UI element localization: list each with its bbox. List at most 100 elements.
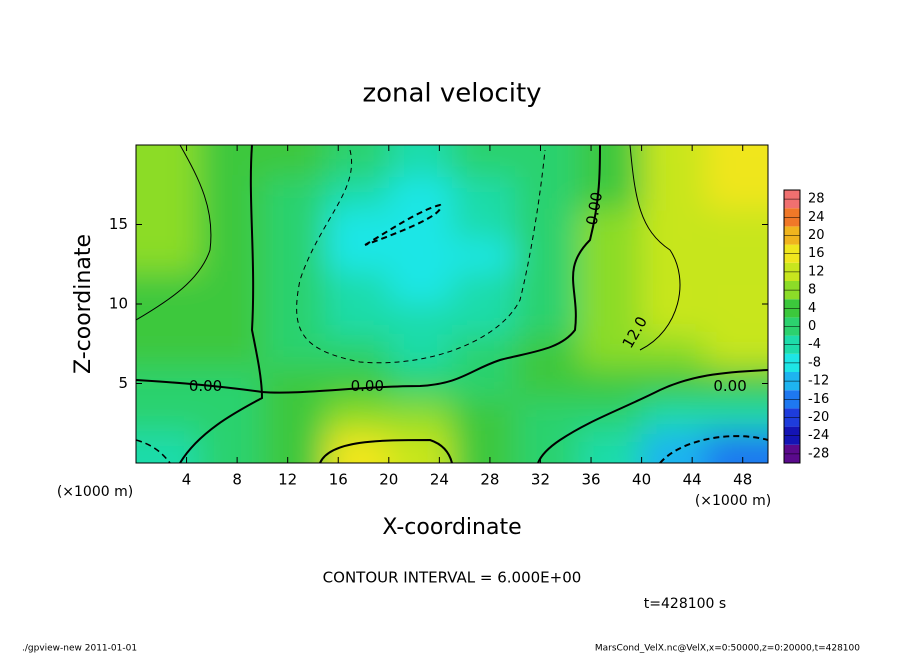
field-cell: [515, 176, 579, 209]
field-cell: [199, 431, 263, 463]
field-cell: [388, 208, 452, 241]
field-cell: [515, 145, 579, 177]
colorbar-tick-label: 16: [808, 246, 825, 261]
field-cell: [262, 145, 326, 177]
field-cell: [704, 176, 768, 209]
field-cell: [704, 399, 768, 432]
y-tick-label: 5: [118, 374, 128, 392]
field-cell: [136, 208, 200, 241]
field-cell: [262, 335, 326, 368]
field-cell: [262, 240, 326, 273]
field-cell: [136, 399, 200, 432]
field-cell: [641, 335, 705, 368]
footer-right: MarsCond_VelX.nc@VelX,x=0:50000,z=0:2000…: [595, 644, 860, 654]
colorbar-tick-label: 28: [808, 192, 825, 207]
field-cell: [704, 304, 768, 336]
x-axis-label: X-coordinate: [382, 515, 521, 540]
y-axis-label: Z-coordinate: [71, 234, 96, 374]
field: [136, 145, 768, 463]
field-cell: [704, 240, 768, 273]
field-cell: [704, 272, 768, 304]
time-label: t=428100 s: [644, 596, 726, 612]
field-cell: [515, 240, 579, 273]
field-cell: [136, 304, 200, 336]
y-unit: (×1000 m): [57, 484, 133, 500]
field-cell: [578, 431, 642, 463]
x-tick-label: 24: [430, 471, 449, 489]
x-tick-label: 36: [581, 471, 600, 489]
field-cell: [641, 431, 705, 463]
y-tick-label: 15: [109, 215, 128, 233]
field-cell: [515, 208, 579, 241]
field-cell: [199, 272, 263, 304]
field-cell: [578, 240, 642, 273]
field-cell: [452, 240, 516, 273]
field-cell: [641, 304, 705, 336]
field-cell: [578, 176, 642, 209]
field-cell: [388, 399, 452, 432]
field-cell: [325, 431, 389, 463]
x-tick-label: 4: [182, 471, 192, 489]
field-cell: [262, 304, 326, 336]
field-cell: [388, 272, 452, 304]
field-cell: [136, 335, 200, 368]
field-cell: [515, 431, 579, 463]
field-cell: [388, 145, 452, 177]
contours: [136, 145, 768, 463]
field-cell: [262, 367, 326, 400]
field-cell: [578, 208, 642, 241]
contour-label: 0.00: [189, 377, 222, 395]
x-tick-label: 20: [379, 471, 398, 489]
field-cell: [452, 272, 516, 304]
field-cell: [578, 335, 642, 368]
field-cell: [199, 335, 263, 368]
contour-label: 0.00: [713, 377, 746, 395]
field-cell: [578, 145, 642, 177]
contour-label: 0.00: [351, 377, 384, 395]
field-cell: [452, 208, 516, 241]
colorbar-tick-label: 20: [808, 228, 825, 243]
field-cell: [515, 304, 579, 336]
field-cell: [704, 335, 768, 368]
x-tick-label: 8: [232, 471, 242, 489]
field-cell: [452, 335, 516, 368]
field-cell: [641, 399, 705, 432]
x-unit: (×1000 m): [695, 493, 771, 509]
field-cell: [515, 399, 579, 432]
x-tick-label: 32: [531, 471, 550, 489]
field-cell: [325, 399, 389, 432]
field-cell: [262, 208, 326, 241]
colorbar-tick-label: 24: [808, 210, 825, 225]
field-cell: [325, 304, 389, 336]
field-cell: [641, 208, 705, 241]
field-cell: [262, 272, 326, 304]
field-cell: [641, 145, 705, 177]
field-cell: [704, 208, 768, 241]
field-cell: [136, 176, 200, 209]
field-cell: [452, 367, 516, 400]
field-cell: [641, 176, 705, 209]
field-cell: [388, 431, 452, 463]
colorbar-tick-label: -28: [808, 446, 829, 461]
field-cell: [199, 367, 263, 400]
field-cell: [515, 367, 579, 400]
field-cell: [325, 367, 389, 400]
field-cell: [515, 335, 579, 368]
chart-title: zonal velocity: [362, 79, 541, 109]
field-cell: [136, 145, 200, 177]
field-cell: [641, 272, 705, 304]
y-tick-label: 10: [109, 295, 128, 313]
field-cell: [388, 176, 452, 209]
field-cell: [578, 272, 642, 304]
field-cell: [704, 145, 768, 177]
field-cell: [199, 176, 263, 209]
colorbar-tick-label: -8: [808, 355, 821, 370]
field-cell: [452, 176, 516, 209]
field-cell: [325, 176, 389, 209]
colorbar-tick-label: -20: [808, 410, 829, 425]
field-cell: [388, 335, 452, 368]
x-tick-label: 48: [733, 471, 752, 489]
field-cell: [262, 431, 326, 463]
colorbar-tick-label: 4: [808, 301, 816, 316]
